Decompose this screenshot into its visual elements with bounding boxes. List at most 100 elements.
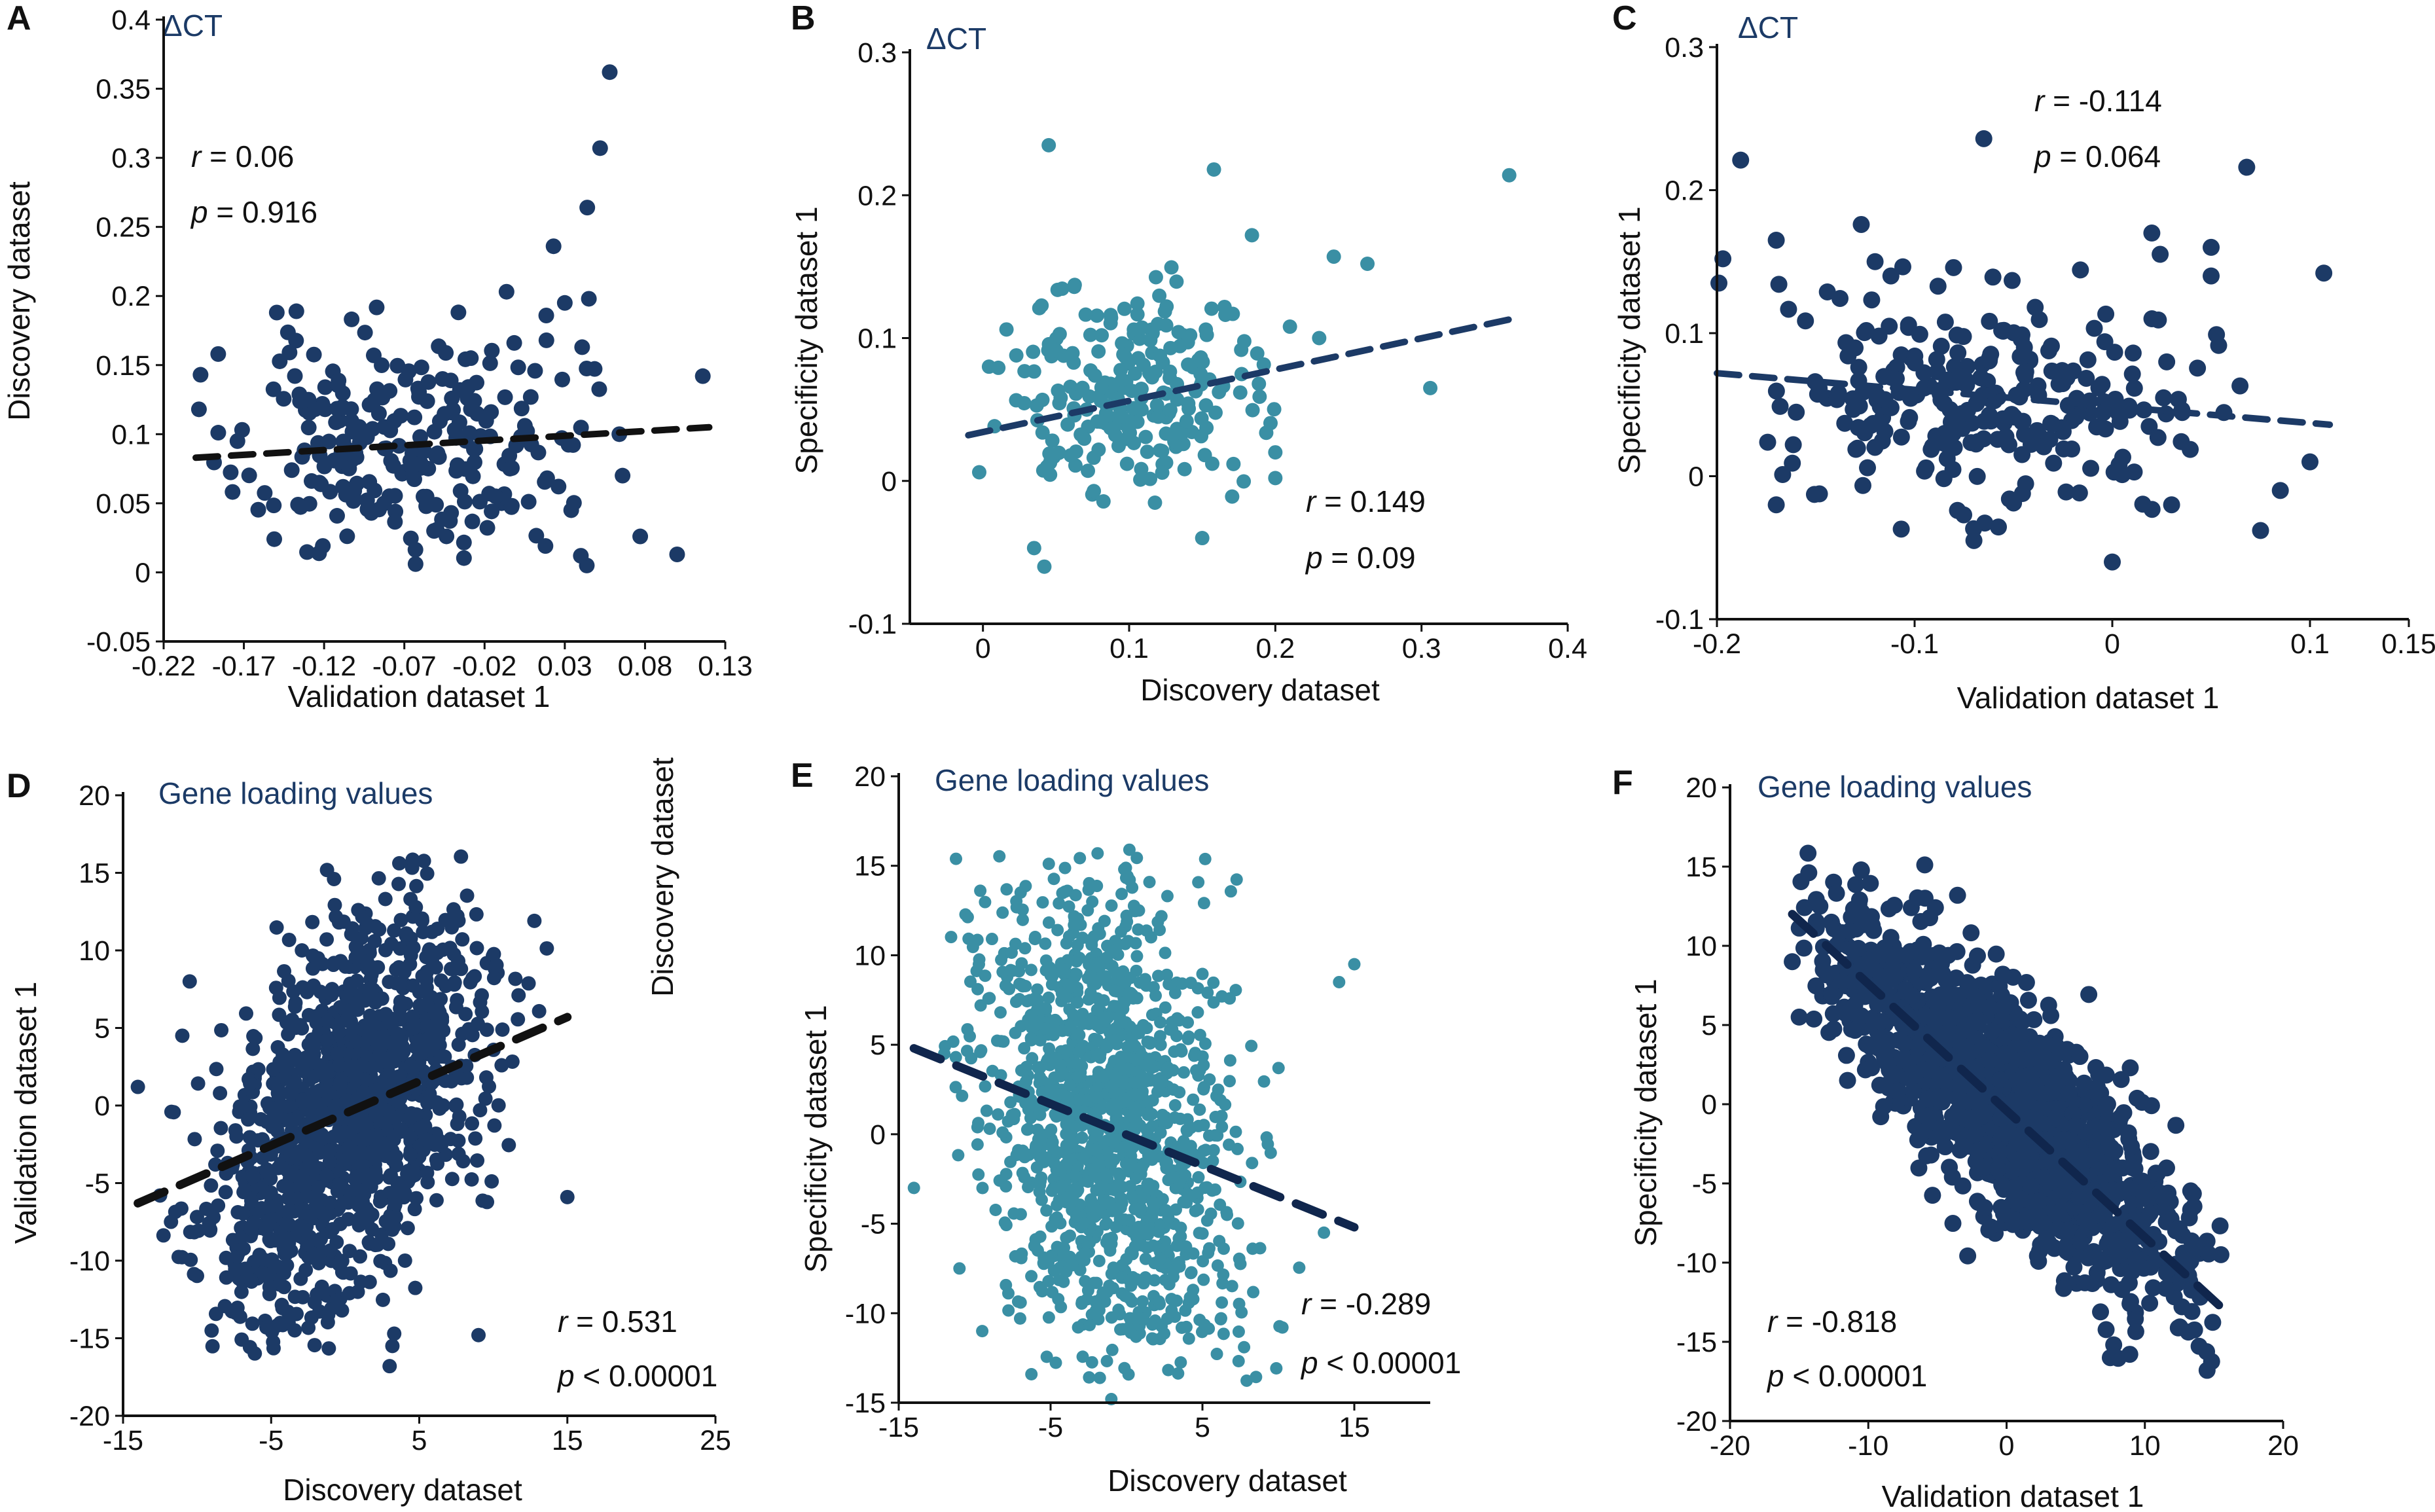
panel-c-data-point [2016, 367, 2034, 385]
panel-e-data-point [1119, 1140, 1132, 1153]
panel-d-data-point [437, 1049, 452, 1064]
panel-e-data-point [1232, 1354, 1245, 1367]
panel-d-data-point [276, 1266, 291, 1281]
panel-c-data-point [1831, 289, 1849, 307]
panel-e-r-value: -0.289 [1346, 1287, 1431, 1321]
panel-e-data-point [1086, 895, 1099, 909]
panel-b-data-point [1502, 168, 1517, 183]
panel-c-data-point [1873, 432, 1891, 450]
panel-b-axes [909, 49, 1568, 625]
panel-d-data-point [320, 1015, 335, 1030]
panel-b-data-point [1143, 333, 1158, 348]
panel-a-data-point [266, 531, 283, 547]
panel-e-data-point [974, 999, 987, 1012]
panel-d-data-point [489, 958, 504, 973]
panel-e-data-point [1085, 1356, 1098, 1369]
panel-c-points [1710, 130, 2333, 571]
panel-b-data-point [1091, 442, 1106, 458]
panel-e-data-point [1100, 1168, 1113, 1181]
panel-e-data-point [1180, 1240, 1193, 1253]
panel-d-data-point [225, 1304, 240, 1319]
panel-d-data-point [532, 1003, 547, 1018]
panel-c-data-point [2208, 326, 2226, 344]
panel-b-y-tick-label: -0.1 [848, 609, 897, 640]
panel-c-data-point [2072, 261, 2089, 279]
panel-d-data-point [344, 927, 359, 942]
panel-c-data-point [1981, 352, 1998, 370]
panel-a-data-point [369, 299, 385, 315]
panel-c-p-stat: p = 0.064 [2033, 139, 2161, 173]
panel-e-data-point [1053, 1194, 1066, 1207]
panel-e-data-point [1121, 1040, 1134, 1053]
panel-d-data-point [187, 1267, 202, 1282]
panel-d-data-point [387, 923, 402, 938]
panel-c-data-point [1854, 477, 1871, 494]
panel-e-data-point [1007, 1110, 1020, 1123]
panel-f-data-point [2025, 1011, 2043, 1028]
panel-b-data-point [1009, 348, 1024, 363]
panel-d-data-point [405, 852, 420, 867]
panel-e-data-point [1121, 915, 1134, 928]
panel-e-data-point [1151, 1085, 1164, 1098]
panel-e-data-point [1207, 976, 1220, 989]
panel-d-data-point [238, 1263, 253, 1278]
panel-e-x-axis-title: Discovery dataset [1108, 1464, 1347, 1498]
panel-b-data-point [1067, 278, 1082, 293]
panel-b-data-point [1234, 342, 1249, 357]
panel-e-data-point [1037, 1254, 1051, 1267]
panel-e-data-point [1189, 1204, 1202, 1217]
panel-b-data-point [1177, 461, 1192, 477]
panel-b-data-point [1041, 137, 1056, 153]
panel-f-data-point [1828, 884, 1845, 902]
panel-e-data-point [1040, 1204, 1053, 1217]
panel-a-data-point [397, 371, 414, 387]
panel-a-data-point [591, 381, 607, 397]
panel-e-data-point [1085, 1193, 1098, 1206]
panel-a-axes [162, 16, 725, 643]
panel-e-data-point [1042, 916, 1055, 929]
panel-a-data-point [357, 325, 373, 341]
panel-d-data-point [164, 1104, 179, 1119]
panel-d-data-point [362, 988, 377, 1003]
panel-e-data-point [1004, 1096, 1017, 1109]
panel-d-data-point [242, 1130, 257, 1145]
panel-e-data-point [1147, 981, 1160, 994]
panel-f-data-point [1949, 886, 1966, 904]
panel-d-data-point [262, 1232, 277, 1247]
panel-d-data-point [234, 1284, 249, 1299]
panel-b-data-point [1147, 495, 1163, 510]
panel-a-data-point [484, 503, 500, 520]
panel-a-y-tick-label: 0 [135, 557, 151, 588]
panel-c-data-point [1949, 344, 1967, 362]
panel-f-data-point [1962, 924, 1980, 942]
panel-d-data-point [473, 995, 488, 1010]
panel-d-data-point [350, 1284, 365, 1299]
panel-d-data-point [487, 1118, 502, 1133]
panel-a-y-tick-label: 0.35 [96, 74, 151, 105]
panel-e-data-point [1202, 1246, 1215, 1259]
panel-e-data-point [1142, 1183, 1155, 1196]
panel-c-data-point [1938, 371, 1956, 389]
panel-c-data-point [1844, 390, 1862, 408]
panel-e-data-point [1013, 1312, 1026, 1325]
panel-e-data-point [1109, 965, 1123, 979]
panel-e-data-point [1142, 1095, 1155, 1108]
panel-d-data-point [182, 974, 197, 989]
panel-c-data-point [1965, 531, 1983, 549]
panel-d-data-point [363, 1031, 378, 1046]
panel-e-data-point [1151, 969, 1164, 982]
panel-e-data-point [950, 852, 963, 865]
panel-d-data-point [287, 1047, 302, 1062]
panel-e-data-point [1143, 1053, 1156, 1066]
panel-e-data-point [1214, 1198, 1227, 1212]
panel-c-data-point [2123, 365, 2141, 383]
panel-a-x-ticks: -0.22 -0.17 -0.12 -0.07 -0.02 0.03 0.08 0.13 [132, 641, 753, 682]
panel-d-data-point [511, 1012, 526, 1027]
panel-d-data-point [299, 1189, 314, 1204]
panel-b-data-point [1199, 322, 1214, 337]
panel-c-data-point [2000, 490, 2018, 508]
panel-f-data-point [1823, 985, 1841, 1003]
panel-a-data-point [560, 437, 577, 453]
panel-e-data-point [1043, 961, 1056, 974]
panel-d-data-point [295, 1289, 310, 1305]
